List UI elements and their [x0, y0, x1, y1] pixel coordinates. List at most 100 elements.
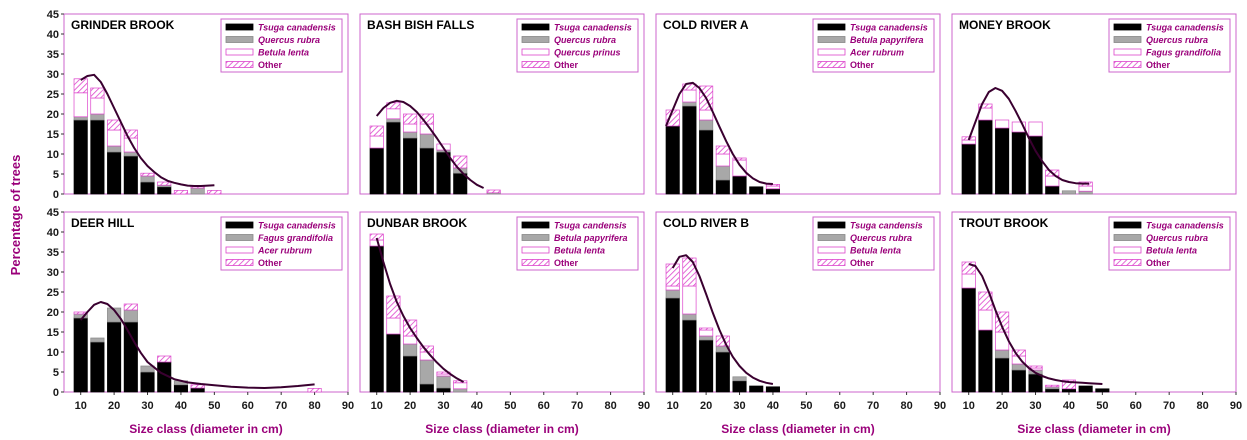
bar-segment	[140, 365, 155, 373]
bar-segment	[1061, 190, 1076, 195]
legend-label: Tsuga canadensis	[1146, 221, 1224, 231]
bar-segment	[995, 127, 1010, 195]
bar-segment	[436, 151, 451, 195]
legend-swatch	[521, 48, 550, 56]
y-tick-label: 10	[47, 149, 59, 161]
bar-segment	[307, 388, 322, 393]
x-tick-label: 40	[767, 400, 779, 412]
legend-swatch	[521, 23, 550, 31]
legend-swatch	[225, 259, 254, 266]
legend-swatch	[521, 234, 550, 241]
bar-segment	[732, 159, 747, 177]
x-axis-label: Size class (diameter in cm)	[1017, 422, 1170, 436]
bar-segment	[386, 118, 401, 123]
legend-swatch	[521, 246, 550, 254]
fit-curve	[79, 301, 315, 389]
x-tick-label: 70	[571, 400, 583, 412]
bar-segment	[732, 175, 747, 195]
bar-segment	[682, 101, 697, 107]
bar-segment	[90, 87, 105, 99]
x-tick-label: 60	[242, 400, 254, 412]
bar-segment	[403, 355, 418, 393]
x-tick-label: 90	[342, 400, 354, 412]
bar-segment	[1078, 385, 1093, 393]
legend-swatch	[817, 23, 846, 31]
bar-segment	[1078, 190, 1093, 195]
legend-swatch	[1113, 221, 1142, 229]
fit-curve	[665, 81, 773, 185]
panel-5: 0 5 10 15 20 25 30 35 40 45 10 20 30 40 50 60 70 80 90 Size…	[47, 207, 354, 436]
legend: Tsuga canadensis Quercus rubra Quercus pri…	[516, 18, 639, 73]
legend-label: Quercus rubra	[1146, 35, 1208, 45]
bar-segment	[419, 133, 434, 149]
fit-curve	[967, 87, 1089, 185]
panel-8: 10 20 30 40 50 60 70 80 90 Size class (diameter i…	[951, 211, 1242, 436]
bar-segment	[123, 155, 138, 195]
x-tick-label: 10	[371, 400, 383, 412]
x-tick-label: 30	[733, 400, 745, 412]
bar-segment	[978, 309, 993, 331]
x-tick-label: 40	[1063, 400, 1075, 412]
legend-label: Other	[554, 60, 579, 70]
fit-curve	[375, 237, 465, 383]
y-tick-label: 35	[47, 49, 59, 61]
bar-segment	[682, 285, 697, 315]
bar-segment	[73, 92, 88, 118]
legend-label: Acer rubrum	[257, 246, 312, 256]
bar-segment	[1078, 185, 1093, 192]
bar-segment	[140, 172, 155, 177]
legend-swatch	[817, 61, 846, 68]
legend-swatch	[817, 221, 846, 229]
y-tick-label: 20	[47, 307, 59, 319]
bar-segment	[961, 261, 976, 275]
legend-label: Other	[258, 258, 283, 268]
bar-segment	[73, 119, 88, 195]
legend-swatch	[225, 36, 254, 43]
y-tick-label: 30	[47, 69, 59, 81]
bar-segment	[73, 317, 88, 393]
bar-segment	[140, 175, 155, 183]
bar-segment	[73, 78, 88, 94]
bar-segment	[436, 375, 451, 389]
legend-swatch	[1113, 36, 1142, 43]
bar-segment	[995, 357, 1010, 393]
x-axis-label: Size class (diameter in cm)	[425, 422, 578, 436]
x-tick-label: 80	[308, 400, 320, 412]
legend-label: Betula lenta	[850, 246, 901, 256]
y-tick-label: 40	[47, 227, 59, 239]
bar-segment	[90, 337, 105, 343]
legend: Tsuga candensis Betula papyrifera Betula l…	[516, 216, 639, 271]
legend-swatch	[225, 234, 254, 241]
y-tick-label: 10	[47, 347, 59, 359]
bar-segment	[732, 157, 747, 161]
y-tick-label: 0	[53, 189, 59, 201]
panel-3: COLD RIVER A Tsuga canadensis Betula papyr…	[655, 13, 941, 195]
x-tick-label: 90	[638, 400, 650, 412]
bar-segment	[961, 139, 976, 145]
legend-label: Betula papyrifera	[554, 233, 628, 243]
x-tick-label: 30	[437, 400, 449, 412]
legend-swatch	[225, 61, 254, 68]
bar-segment	[1028, 365, 1043, 369]
bar-segment	[386, 317, 401, 335]
x-axis-label: Size class (diameter in cm)	[721, 422, 874, 436]
bar-segment	[123, 303, 138, 311]
legend-label: Tsuga candensis	[850, 221, 923, 231]
bar-segment	[1011, 121, 1026, 133]
legend-label: Fagus grandifolia	[258, 233, 333, 243]
legend-label: Tsuga candensis	[554, 221, 627, 231]
bar-segment	[978, 329, 993, 393]
bar-segment	[1045, 185, 1060, 195]
bar-segment	[749, 186, 764, 195]
legend-swatch	[225, 23, 254, 31]
bar-segment	[1028, 135, 1043, 195]
bar-segment	[1061, 379, 1076, 390]
bar-segment	[765, 188, 780, 195]
y-tick-label: 25	[47, 287, 59, 299]
bar-segment	[140, 371, 155, 393]
panel-2: BASH BISH FALLS Tsuga canadensis Quercus r…	[359, 13, 645, 195]
bar-segment	[1011, 369, 1026, 393]
bar-segment	[419, 383, 434, 393]
legend-label: Other	[554, 258, 579, 268]
